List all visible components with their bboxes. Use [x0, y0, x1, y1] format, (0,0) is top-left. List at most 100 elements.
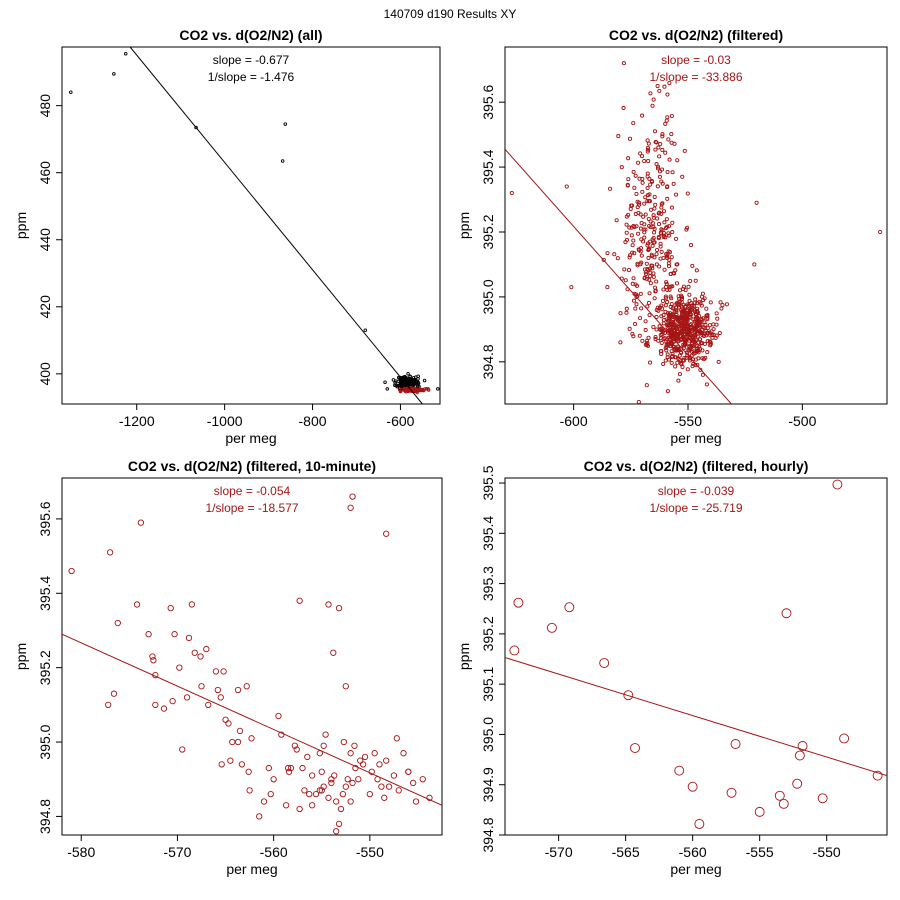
slope-annotation: slope = -0.677 [213, 53, 290, 67]
x-axis-label: per meg [670, 430, 721, 446]
data-point [149, 653, 156, 660]
data-point [112, 72, 116, 76]
data-point [720, 303, 725, 308]
data-point [308, 772, 316, 779]
x-axis-label: per meg [225, 430, 276, 446]
data-point [658, 142, 663, 147]
data-point [648, 360, 653, 365]
data-point [342, 783, 349, 790]
data-point [670, 313, 675, 318]
data-point [234, 686, 242, 694]
chart-panel-1: CO2 vs. d(O2/N2) (all) -1200 -1000 -800 -600… [13, 27, 441, 446]
y-tick-label: 395.3 [480, 566, 496, 601]
data-point [651, 274, 656, 279]
data-point [632, 185, 637, 190]
data-point [666, 137, 671, 142]
data-point [654, 314, 659, 320]
data-point [676, 316, 681, 322]
data-point [671, 345, 676, 350]
data-point [652, 230, 657, 235]
data-point [634, 224, 639, 229]
data-point [654, 162, 659, 167]
data-point [328, 776, 335, 783]
data-point [679, 304, 684, 309]
data-point [646, 335, 651, 340]
data-point [705, 350, 710, 355]
data-point [657, 169, 663, 174]
data-point [687, 358, 692, 363]
data-point [645, 145, 650, 150]
data-point [681, 336, 686, 341]
data-point [320, 742, 327, 749]
data-point [393, 735, 400, 742]
plot-area [62, 493, 442, 835]
data-point [670, 170, 675, 175]
plot-area [505, 61, 883, 404]
data-point [234, 738, 242, 746]
data-point [205, 701, 212, 708]
data-point [661, 287, 666, 292]
data-point [705, 316, 710, 322]
data-point [774, 790, 785, 801]
data-point [399, 379, 403, 383]
data-point [632, 224, 637, 229]
data-point [203, 645, 210, 653]
data-point [645, 138, 650, 143]
y-axis: 394.8 394.9 395.0 395.1 395.2 395.3 395.4 395.5 [480, 465, 505, 853]
data-point [626, 156, 631, 161]
data-point [632, 251, 637, 256]
data-point [675, 330, 680, 335]
data-point [623, 278, 628, 283]
data-point [662, 84, 667, 89]
data-point [646, 216, 651, 222]
data-point [693, 316, 698, 321]
data-point [635, 205, 640, 210]
data-point [754, 806, 765, 817]
chart-panel-2: CO2 vs. d(O2/N2) (filtered) -600 -550 -500 p… [456, 27, 888, 446]
data-point [652, 296, 657, 301]
data-point [634, 283, 640, 288]
data-point [624, 310, 629, 315]
data-point [752, 262, 757, 267]
data-point [688, 278, 693, 284]
data-point [401, 375, 405, 380]
data-point [688, 243, 694, 248]
data-point [685, 367, 690, 372]
data-point [754, 200, 759, 205]
data-point [643, 319, 648, 324]
data-point [643, 327, 648, 333]
data-point [622, 267, 627, 272]
data-point [191, 649, 198, 656]
data-point [648, 274, 653, 279]
data-point [662, 336, 667, 341]
data-point [656, 145, 661, 150]
data-point [662, 330, 667, 335]
data-point [347, 504, 354, 511]
data-point [636, 399, 641, 404]
data-point [347, 798, 354, 805]
data-point [675, 344, 680, 349]
data-point [646, 147, 651, 152]
chart-title: CO2 vs. d(O2/N2) (filtered, 10-minute) [128, 458, 376, 474]
data-point [676, 339, 681, 344]
y-tick-label: 395.0 [37, 724, 53, 759]
y-tick-label: 394.8 [480, 817, 496, 852]
data-point [287, 764, 295, 772]
data-point [689, 353, 694, 358]
data-point [546, 622, 557, 633]
data-point [667, 250, 672, 255]
data-point [366, 790, 373, 798]
data-point [639, 253, 644, 258]
data-point [661, 231, 666, 236]
data-point [665, 169, 670, 175]
data-point [668, 342, 673, 347]
slope-annotation: slope = -0.054 [214, 484, 291, 498]
data-point [197, 653, 204, 660]
data-point [325, 601, 332, 608]
data-point [662, 220, 667, 225]
data-point [626, 212, 631, 217]
data-point [623, 690, 634, 701]
data-point [644, 276, 649, 281]
data-point [680, 174, 685, 179]
